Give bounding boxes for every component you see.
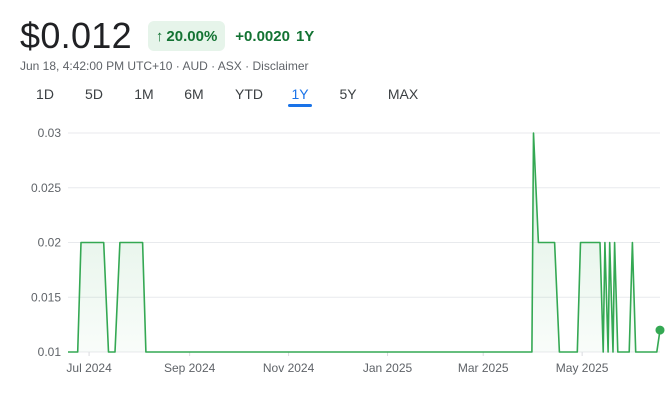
y-tick-label: 0.02 — [38, 236, 62, 250]
change-period: 1Y — [295, 27, 315, 45]
y-tick-label: 0.01 — [38, 345, 62, 359]
change-amount-group: +0.0020 1Y — [235, 28, 314, 45]
disclaimer-link[interactable]: Disclaimer — [252, 59, 309, 73]
change-percent-badge: ↑ 20.00% — [147, 21, 226, 51]
chart-series — [68, 132, 665, 353]
tab-6m[interactable]: 6M — [184, 86, 204, 102]
timestamp: Jun 18, 4:42:00 PM UTC+10 — [20, 59, 173, 73]
current-price: $0.012 — [20, 15, 132, 56]
last-price-point — [655, 325, 665, 335]
price-header: $0.012 ↑ 20.00% +0.0020 1Y — [20, 14, 314, 58]
x-tick-label: Jul 2024 — [66, 361, 112, 375]
y-tick-label: 0.025 — [31, 181, 61, 195]
meta-separator: · — [172, 59, 183, 73]
tab-5y[interactable]: 5Y — [339, 86, 357, 102]
y-tick-label: 0.015 — [31, 290, 61, 304]
x-tick-label: Nov 2024 — [263, 361, 315, 375]
x-tick-label: Sep 2024 — [164, 361, 216, 375]
change-percent: 20.00% — [166, 27, 218, 45]
tab-1y[interactable]: 1Y — [288, 84, 312, 108]
tab-max[interactable]: MAX — [387, 86, 419, 102]
meta-separator: · — [241, 59, 253, 73]
price-chart[interactable]: 0.03 0.025 0.02 0.015 0.01 Jul 2024 Sep 2024 N… — [0, 118, 672, 390]
meta-separator: · — [207, 59, 218, 73]
tab-1d[interactable]: 1D — [36, 86, 54, 102]
chart-grid — [68, 132, 660, 353]
series-line — [68, 132, 661, 353]
x-tick-label: Mar 2025 — [458, 361, 509, 375]
currency: AUD — [182, 59, 208, 73]
tab-1m[interactable]: 1M — [134, 86, 154, 102]
tab-ytd[interactable]: YTD — [235, 86, 263, 102]
y-tick-label: 0.03 — [38, 126, 62, 140]
tab-5d[interactable]: 5D — [85, 86, 103, 102]
x-axis-labels: Jul 2024 Sep 2024 Nov 2024 Jan 2025 Mar 2025… — [66, 352, 609, 375]
x-tick-label: May 2025 — [556, 361, 609, 375]
change-amount: +0.0020 — [235, 27, 290, 45]
arrow-up-icon: ↑ — [155, 27, 164, 45]
quote-meta: Jun 18, 4:42:00 PM UTC+10 · AUD · ASX · … — [20, 59, 309, 73]
x-tick-label: Jan 2025 — [363, 361, 413, 375]
y-axis-labels: 0.03 0.025 0.02 0.015 0.01 — [31, 126, 61, 359]
exchange: ASX — [217, 59, 242, 73]
